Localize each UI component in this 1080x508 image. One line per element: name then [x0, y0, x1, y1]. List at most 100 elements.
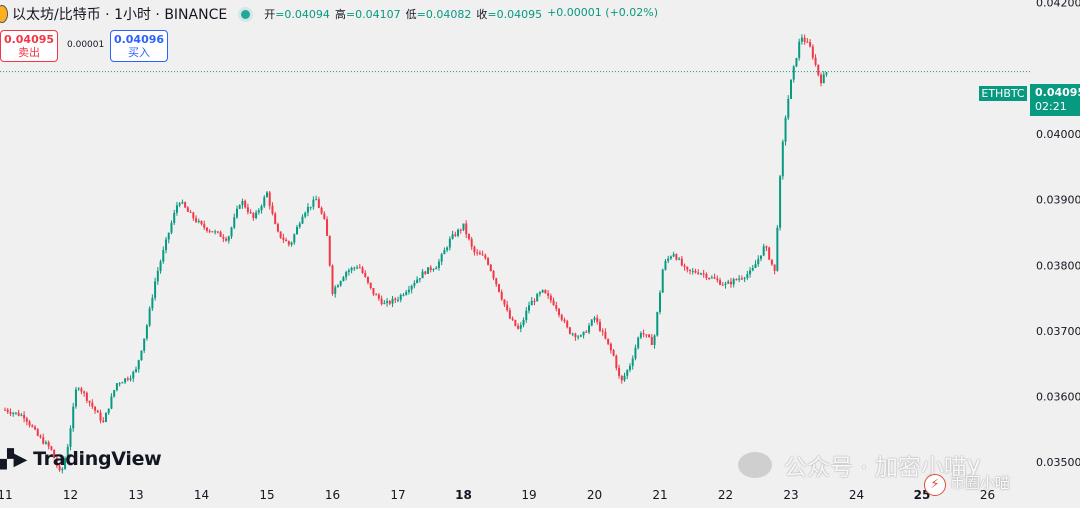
candle-body: [156, 270, 159, 282]
candle-body: [405, 292, 408, 295]
candle-body: [691, 270, 694, 272]
candle-body: [435, 267, 438, 270]
candle-body: [566, 321, 569, 328]
candle-body: [320, 207, 323, 214]
candle-body: [669, 256, 672, 259]
secondary-watermark: ⚡ 币圈小喵: [920, 472, 1010, 496]
candle-body: [659, 292, 661, 313]
candle-body: [675, 254, 678, 260]
candle-body: [162, 250, 165, 262]
candle-body: [274, 213, 277, 224]
candle-body: [279, 231, 282, 238]
candle-body: [309, 206, 312, 208]
candle-body: [779, 176, 782, 228]
candle-body: [356, 267, 359, 269]
candle-body: [593, 317, 596, 320]
candle-body: [481, 254, 484, 256]
candle-body: [443, 250, 446, 255]
candle-body: [121, 382, 124, 384]
candle-body: [241, 200, 244, 206]
candle-body: [609, 343, 612, 351]
candle-body: [369, 282, 372, 288]
candle-body: [497, 284, 500, 292]
price-tick-label: 0.04000: [1036, 128, 1080, 141]
bolt-icon: ⚡: [924, 474, 946, 496]
candle-body: [189, 211, 192, 213]
candle-body: [776, 227, 779, 271]
candle-body: [14, 412, 17, 414]
candle-body: [459, 229, 462, 231]
candle-body: [397, 299, 399, 301]
candle-body: [113, 390, 116, 397]
candle-body: [596, 317, 599, 322]
bar-countdown: 02:21: [1035, 100, 1067, 113]
symbol-title[interactable]: 以太坊/比特币 · 1小时 · BINANCE: [12, 7, 228, 23]
candle-body: [386, 301, 389, 304]
market-status-icon[interactable]: [241, 9, 251, 19]
candle-body: [740, 278, 743, 280]
candle-body: [590, 319, 593, 326]
candle-body: [184, 202, 187, 208]
candle-body: [607, 338, 610, 344]
candle-body: [620, 375, 623, 381]
candle-body: [304, 212, 307, 217]
candle-body: [686, 266, 689, 270]
candle-body: [664, 260, 667, 270]
candle-body: [410, 285, 413, 290]
candle-body: [574, 333, 577, 338]
price-axis[interactable]: 0.03500 0.03600 0.03700 0.03800 0.03900 0.040…: [1036, 0, 1080, 469]
price-tick-label: 0.03900: [1036, 194, 1080, 207]
candle-body: [484, 255, 487, 259]
candle-body: [634, 347, 637, 359]
candle-body: [249, 212, 252, 214]
candle-body: [503, 299, 506, 305]
candle-body: [195, 218, 198, 222]
candle-body: [208, 230, 211, 232]
candle-body: [235, 208, 238, 218]
candle-body: [342, 277, 345, 282]
low-label: 低: [405, 8, 417, 21]
candle-body: [809, 42, 812, 47]
candle-body: [290, 242, 293, 245]
sell-button[interactable]: 0.04095 卖出: [0, 30, 58, 62]
candle-body: [219, 231, 222, 237]
candle-body: [306, 206, 309, 213]
candle-body: [175, 205, 178, 213]
candle-body: [462, 223, 465, 230]
price-tick-label: 0.03800: [1036, 259, 1080, 272]
candle-body: [683, 265, 686, 267]
candle-body: [631, 358, 634, 366]
candle-body: [749, 270, 752, 275]
candle-body: [588, 325, 591, 333]
candle-body: [47, 442, 50, 447]
time-axis[interactable]: 11 12 13 14 15 16 17 18 19 20 21 22 23 24 25 26: [0, 488, 995, 502]
candle-body: [437, 261, 440, 268]
candle-body: [555, 305, 558, 309]
candle-body: [77, 388, 80, 390]
candle-body: [339, 281, 342, 286]
candle-body: [424, 271, 427, 274]
candle-body: [178, 203, 181, 206]
candle-body: [429, 267, 432, 270]
candle-body: [366, 276, 369, 283]
open-label: 开: [264, 8, 276, 21]
candle-body: [268, 192, 271, 206]
candle-body: [440, 254, 443, 262]
candle-body: [186, 207, 189, 212]
candle-body: [230, 227, 233, 237]
high-value: =0.04107: [345, 8, 401, 21]
candle-body: [34, 426, 37, 430]
candle-body: [181, 202, 184, 204]
candle-body: [678, 258, 681, 260]
tradingview-logo[interactable]: ▞▶ TradingView: [0, 448, 162, 470]
candle-body: [528, 305, 530, 311]
candle-body: [427, 267, 430, 274]
candle-body: [517, 325, 520, 329]
wechat-watermark: 公众号 · 加密小喵 y: [738, 448, 981, 482]
candle-body: [312, 199, 315, 207]
candle-body: [822, 74, 825, 84]
candle-body: [334, 287, 337, 294]
time-tick-label: 24: [849, 488, 864, 502]
buy-button[interactable]: 0.04096 买入: [110, 30, 168, 62]
